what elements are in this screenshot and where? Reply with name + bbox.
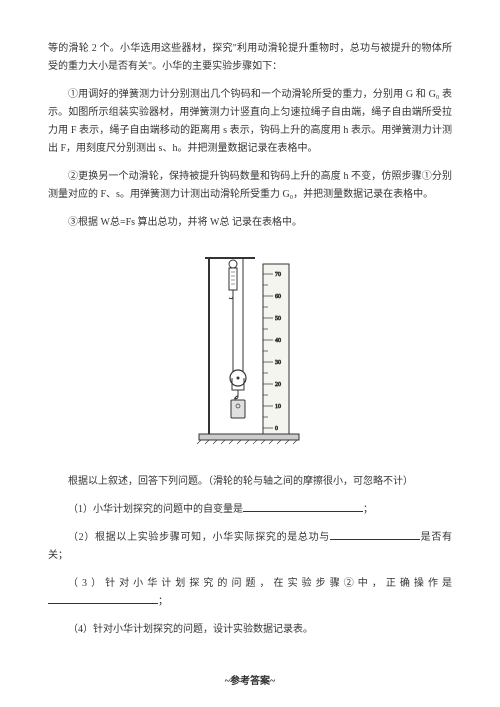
q1-blank <box>243 502 363 512</box>
q3-blank <box>48 594 158 604</box>
intro-paragraph: 等的滑轮 2 个。小华选用这些器材，探究"利用动滑轮提升重物时，总功与被提升的物… <box>48 40 452 76</box>
svg-text:40: 40 <box>275 338 281 344</box>
svg-text:60: 60 <box>275 294 281 300</box>
step-2: ②更换另一个动滑轮，保持被提升钩码数量和钩码上升的高度 h 不变，仿照步骤①分别… <box>48 168 452 204</box>
question-3: （3）针对小华计划探究的问题，在实验步骤②中，正确操作是 ； <box>48 575 452 611</box>
svg-text:10: 10 <box>275 404 281 410</box>
q1-text-a: （1）小华计划探究的问题中的自变量是 <box>68 504 243 515</box>
post-figure-text: 根据以上叙述，回答下列问题。（滑轮的轮与轴之间的摩擦很小，可忽略不计） <box>48 473 452 491</box>
svg-text:50: 50 <box>275 316 281 322</box>
svg-text:70: 70 <box>275 272 281 278</box>
svg-text:30: 30 <box>275 360 281 366</box>
step-3: ③根据 W总=Fs 算出总功，并将 W总 记录在表格中。 <box>48 214 452 232</box>
svg-text:0: 0 <box>275 426 278 432</box>
question-4: （4）针对小华计划探究的问题，设计实验数据记录表。 <box>48 621 452 639</box>
step-1: ①用调好的弹簧测力计分别测出几个钩码和一个动滑轮所受的重力，分别用 G 和 G₀… <box>48 86 452 158</box>
experiment-figure: 70 60 50 40 30 20 10 0 <box>48 246 452 453</box>
q2-blank <box>330 530 420 540</box>
q3-text-b: ； <box>158 596 168 607</box>
q3-text-a: （3）针对小华计划探究的问题，在实验步骤②中，正确操作是 <box>68 578 452 589</box>
answer-footer: ~参考答案~ <box>0 673 500 691</box>
q2-text-a: （2）根据以上实验步骤可知，小华实际探究的是总功与 <box>68 532 330 543</box>
q1-text-b: ； <box>363 504 373 515</box>
svg-text:20: 20 <box>275 382 281 388</box>
question-1: （1）小华计划探究的问题中的自变量是 ； <box>48 501 452 519</box>
question-2: （2）根据以上实验步骤可知，小华实际探究的是总功与是否有关； <box>48 529 452 565</box>
